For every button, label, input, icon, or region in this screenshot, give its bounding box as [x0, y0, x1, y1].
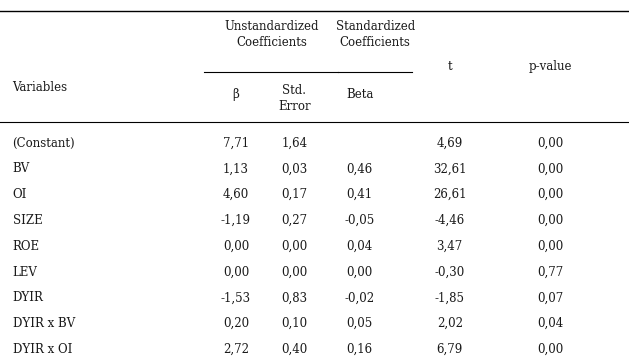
- Text: SIZE: SIZE: [13, 214, 42, 227]
- Text: ROE: ROE: [13, 240, 40, 253]
- Text: 0,04: 0,04: [347, 240, 373, 253]
- Text: 2,72: 2,72: [223, 343, 249, 356]
- Text: BV: BV: [13, 163, 30, 175]
- Text: 0,00: 0,00: [347, 266, 373, 279]
- Text: 0,00: 0,00: [537, 188, 564, 201]
- Text: t: t: [447, 60, 452, 73]
- Text: Variables: Variables: [13, 81, 68, 94]
- Text: 0,27: 0,27: [281, 214, 308, 227]
- Text: -0,02: -0,02: [345, 291, 375, 304]
- Text: Std.
Error: Std. Error: [278, 84, 311, 113]
- Text: 0,17: 0,17: [281, 188, 308, 201]
- Text: 3,47: 3,47: [437, 240, 463, 253]
- Text: 0,46: 0,46: [347, 163, 373, 175]
- Text: 4,69: 4,69: [437, 137, 463, 150]
- Text: 0,00: 0,00: [223, 240, 249, 253]
- Text: 0,10: 0,10: [281, 317, 308, 330]
- Text: 0,00: 0,00: [537, 343, 564, 356]
- Text: -0,30: -0,30: [435, 266, 465, 279]
- Text: 0,05: 0,05: [347, 317, 373, 330]
- Text: 0,00: 0,00: [537, 163, 564, 175]
- Text: -4,46: -4,46: [435, 214, 465, 227]
- Text: DYIR x BV: DYIR x BV: [13, 317, 75, 330]
- Text: Beta: Beta: [346, 88, 374, 101]
- Text: 0,07: 0,07: [537, 291, 564, 304]
- Text: p-value: p-value: [528, 60, 572, 73]
- Text: 7,71: 7,71: [223, 137, 249, 150]
- Text: 0,41: 0,41: [347, 188, 373, 201]
- Text: β: β: [233, 88, 239, 101]
- Text: 0,83: 0,83: [281, 291, 308, 304]
- Text: 0,16: 0,16: [347, 343, 373, 356]
- Text: 0,03: 0,03: [281, 163, 308, 175]
- Text: 0,00: 0,00: [281, 240, 308, 253]
- Text: 1,64: 1,64: [281, 137, 308, 150]
- Text: Unstandardized
Coefficients: Unstandardized Coefficients: [224, 19, 319, 49]
- Text: 0,77: 0,77: [537, 266, 564, 279]
- Text: 0,00: 0,00: [537, 240, 564, 253]
- Text: DYIR x OI: DYIR x OI: [13, 343, 72, 356]
- Text: 0,40: 0,40: [281, 343, 308, 356]
- Text: 6,79: 6,79: [437, 343, 463, 356]
- Text: 1,13: 1,13: [223, 163, 249, 175]
- Text: 0,00: 0,00: [223, 266, 249, 279]
- Text: -0,05: -0,05: [345, 214, 375, 227]
- Text: 0,00: 0,00: [537, 214, 564, 227]
- Text: 0,20: 0,20: [223, 317, 249, 330]
- Text: -1,53: -1,53: [221, 291, 251, 304]
- Text: 0,00: 0,00: [281, 266, 308, 279]
- Text: (Constant): (Constant): [13, 137, 75, 150]
- Text: LEV: LEV: [13, 266, 38, 279]
- Text: 0,00: 0,00: [537, 137, 564, 150]
- Text: -1,85: -1,85: [435, 291, 465, 304]
- Text: 0,04: 0,04: [537, 317, 564, 330]
- Text: 4,60: 4,60: [223, 188, 249, 201]
- Text: Standardized
Coefficients: Standardized Coefficients: [336, 19, 415, 49]
- Text: 26,61: 26,61: [433, 188, 467, 201]
- Text: 2,02: 2,02: [437, 317, 463, 330]
- Text: DYIR: DYIR: [13, 291, 43, 304]
- Text: -1,19: -1,19: [221, 214, 251, 227]
- Text: 32,61: 32,61: [433, 163, 467, 175]
- Text: OI: OI: [13, 188, 27, 201]
